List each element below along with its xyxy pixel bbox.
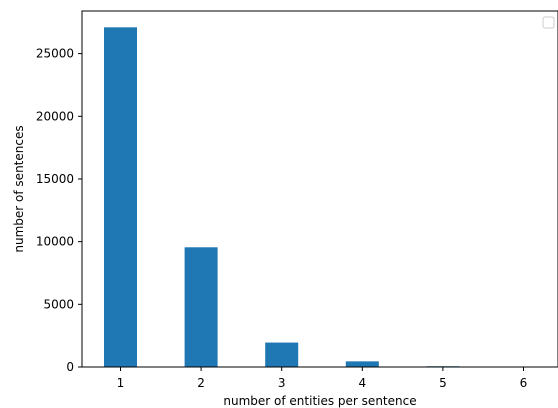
x-axis-ticks: 1 2 3 4 5 6 bbox=[117, 367, 528, 390]
x-tick-label: 6 bbox=[520, 376, 528, 390]
x-tick-label: 5 bbox=[439, 376, 447, 390]
x-tick-label: 3 bbox=[278, 376, 286, 390]
legend-box bbox=[542, 16, 555, 29]
x-tick-label: 4 bbox=[358, 376, 366, 390]
y-axis-label: number of sentences bbox=[12, 125, 26, 252]
y-tick-label: 15000 bbox=[36, 172, 74, 186]
bar-4 bbox=[345, 361, 379, 367]
bar-2 bbox=[184, 247, 218, 367]
plot-frame bbox=[81, 10, 558, 368]
bars-group bbox=[104, 27, 540, 368]
y-tick-label: 5000 bbox=[43, 297, 74, 311]
x-tick-label: 1 bbox=[117, 376, 125, 390]
bar-3 bbox=[265, 342, 299, 367]
y-tick-label: 20000 bbox=[36, 109, 74, 123]
y-tick-label: 0 bbox=[66, 360, 74, 374]
x-axis-label: number of entities per sentence bbox=[223, 394, 416, 408]
y-axis-ticks: 0 5000 10000 15000 20000 25000 bbox=[36, 47, 82, 374]
x-tick-label: 2 bbox=[197, 376, 205, 390]
y-tick-label: 25000 bbox=[36, 47, 74, 61]
bar-1 bbox=[104, 27, 137, 368]
y-tick-label: 10000 bbox=[36, 235, 74, 249]
